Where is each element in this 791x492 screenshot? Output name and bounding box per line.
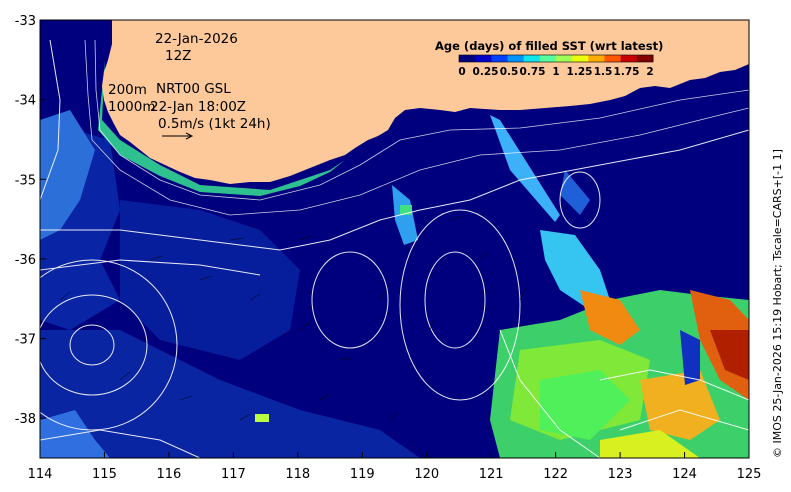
colorbar-swatch: [523, 55, 541, 62]
sst-streak-4: [560, 170, 590, 215]
y-tick-label: -38: [15, 412, 36, 427]
bathymetry-1000m: [84, 39, 749, 216]
colorbar-swatch: [604, 55, 622, 62]
x-tick-label: 124: [672, 467, 697, 482]
colorbar-tick-label: 1: [552, 66, 559, 78]
x-tick-label: 116: [156, 467, 181, 482]
colorbar-swatch: [491, 55, 508, 62]
x-tick-label: 125: [737, 467, 762, 482]
colorbar-swatch: [539, 55, 557, 62]
ocean-region-west-light: [40, 110, 95, 240]
sst-streak-2: [490, 115, 560, 222]
sst-orange-1: [580, 290, 640, 345]
x-axis: 114 115 116 117 118 119 120 121 122 123 124 125: [28, 452, 762, 482]
colorbar-swatch: [588, 55, 605, 62]
x-tick-label: 118: [285, 467, 310, 482]
colorbar-swatch: [459, 55, 476, 62]
product-label: NRT00 GSL: [156, 81, 231, 97]
x-tick-label: 122: [543, 467, 568, 482]
credit-text: © IMOS 25-Jan-2026 15:19 Hobart; Tscale=…: [771, 149, 784, 458]
colorbar-swatch: [620, 55, 638, 62]
y-tick-label: -34: [15, 94, 36, 109]
sst-red: [710, 330, 749, 380]
date-label: 22-Jan-2026: [155, 31, 238, 47]
x-tick-label: 121: [479, 467, 504, 482]
vector-scale-arrow: [162, 132, 194, 140]
colorbar-tick-label: 0.5: [500, 66, 519, 78]
plot-frame: [39, 19, 750, 459]
colorbar-swatch: [475, 55, 492, 62]
colorbar-tick-label: 0: [458, 66, 465, 78]
y-tick-label: -33: [15, 14, 36, 29]
x-tick-label: 123: [608, 467, 633, 482]
ocean-region-center: [120, 200, 300, 360]
colorbar-tick-label: 0.25: [473, 66, 499, 78]
x-tick-label: 115: [92, 467, 117, 482]
y-tick-label: -37: [15, 333, 36, 348]
y-tick-label: -35: [15, 173, 36, 188]
colorbar-tick-label: 0.75: [520, 66, 546, 78]
colorbar-swatch: [572, 55, 589, 62]
y-tick-label: -36: [15, 253, 36, 268]
current-vectors: [59, 215, 526, 421]
colorbar-swatch: [507, 55, 525, 62]
sst-streak-3: [540, 230, 610, 310]
colorbar-frame: [458, 54, 654, 63]
hour-label: 12Z: [165, 48, 191, 64]
colorbar-swatch: [556, 55, 573, 62]
colorbar-tick-label: 1.25: [567, 66, 593, 78]
colorbar-ticks: 0 0.25 0.5 0.75 1 1.25 1.5 1.75 2: [458, 66, 653, 78]
colorbar-swatch: [636, 55, 654, 62]
sst-blue-patch: [680, 330, 700, 385]
sea-level-contours: [40, 39, 749, 458]
sst-speck: [255, 414, 269, 422]
x-tick-label: 117: [221, 467, 246, 482]
contour-label-200m: 200m: [108, 82, 147, 98]
y-axis: -33 -34 -35 -36 -37 -38: [15, 14, 46, 427]
colorbar-tick-label: 2: [646, 66, 653, 78]
sst-orange-3: [640, 370, 720, 440]
colorbar: [458, 54, 654, 63]
colorbar-tick-label: 1.5: [594, 66, 613, 78]
product-time-label: 22-Jan 18:00Z: [150, 99, 246, 115]
bathymetry-200m: [94, 39, 749, 201]
sst-yellow: [600, 430, 700, 458]
x-tick-label: 120: [414, 467, 439, 482]
x-tick-label: 114: [28, 467, 53, 482]
sst-speck: [400, 205, 412, 215]
ocean-region-southwest: [40, 330, 420, 458]
contour-label-1000m: 1000m: [108, 99, 156, 115]
colorbar-tick-label: 1.75: [614, 66, 640, 78]
colorbar-title: Age (days) of filled SST (wrt latest): [435, 39, 663, 53]
vector-scale-label: 0.5m/s (1kt 24h): [158, 116, 271, 132]
sst-green-bright: [540, 370, 630, 440]
x-tick-label: 119: [350, 467, 375, 482]
